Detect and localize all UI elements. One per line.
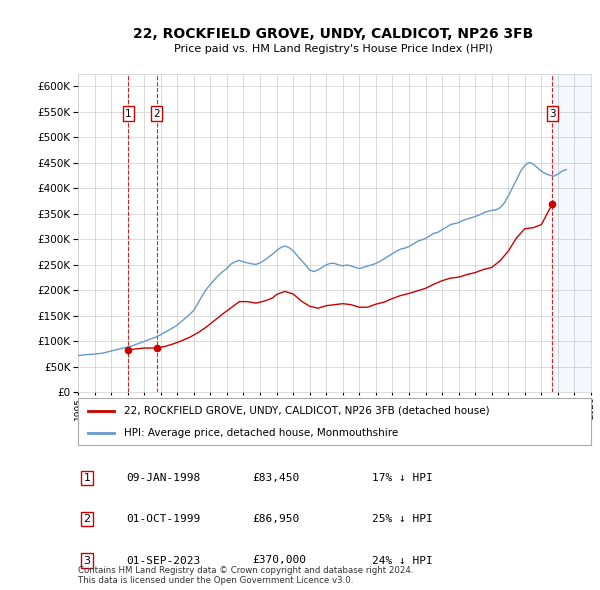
Text: 3: 3 [83, 556, 91, 565]
Text: Price paid vs. HM Land Registry's House Price Index (HPI): Price paid vs. HM Land Registry's House … [173, 44, 493, 54]
Text: £370,000: £370,000 [252, 556, 306, 565]
Text: 1: 1 [83, 473, 91, 483]
Bar [553, 74, 591, 392]
Text: 25% ↓ HPI: 25% ↓ HPI [372, 514, 433, 524]
Text: HPI: Average price, detached house, Monmouthshire: HPI: Average price, detached house, Monm… [124, 428, 398, 438]
Text: 2: 2 [83, 514, 91, 524]
Text: 17% ↓ HPI: 17% ↓ HPI [372, 473, 433, 483]
Text: 3: 3 [549, 109, 556, 119]
Text: £86,950: £86,950 [252, 514, 299, 524]
Text: 22, ROCKFIELD GROVE, UNDY, CALDICOT, NP26 3FB: 22, ROCKFIELD GROVE, UNDY, CALDICOT, NP2… [133, 27, 533, 41]
Text: 09-JAN-1998: 09-JAN-1998 [126, 473, 200, 483]
Text: 24% ↓ HPI: 24% ↓ HPI [372, 556, 433, 565]
Text: 1: 1 [125, 109, 131, 119]
Text: 22, ROCKFIELD GROVE, UNDY, CALDICOT, NP26 3FB (detached house): 22, ROCKFIELD GROVE, UNDY, CALDICOT, NP2… [124, 406, 490, 416]
Text: £83,450: £83,450 [252, 473, 299, 483]
Text: Contains HM Land Registry data © Crown copyright and database right 2024.
This d: Contains HM Land Registry data © Crown c… [78, 566, 413, 585]
Text: 01-SEP-2023: 01-SEP-2023 [126, 556, 200, 565]
Text: 2: 2 [153, 109, 160, 119]
Text: 01-OCT-1999: 01-OCT-1999 [126, 514, 200, 524]
